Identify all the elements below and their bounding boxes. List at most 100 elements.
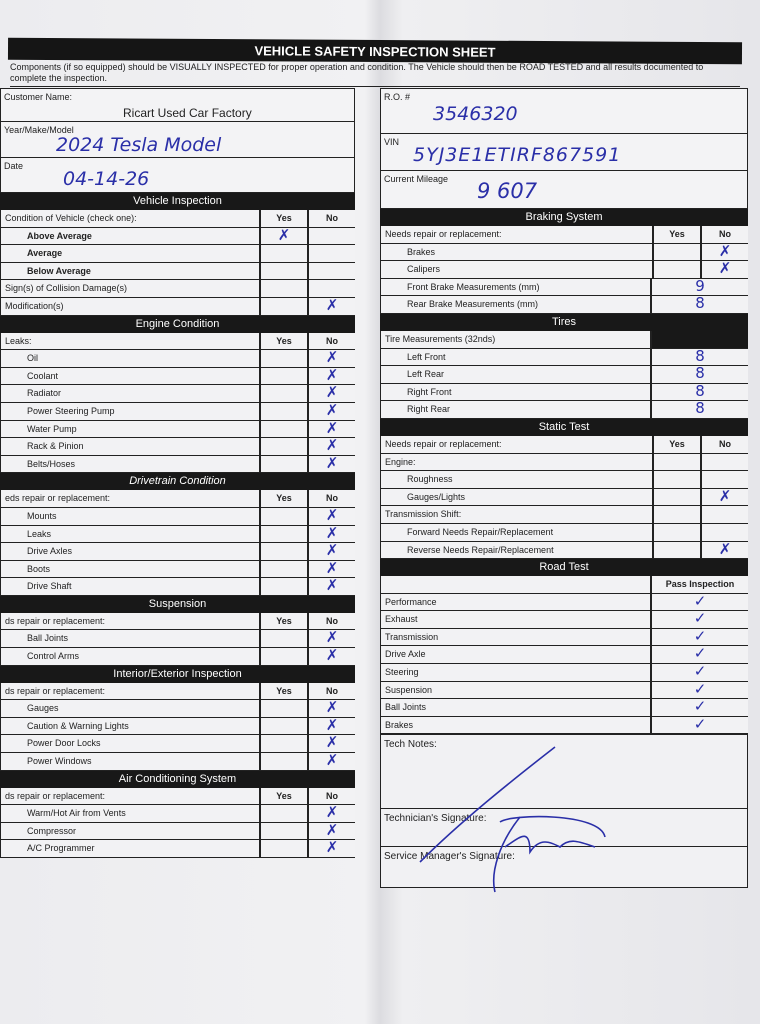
measurement-field[interactable]: 8 — [650, 382, 748, 401]
no-checkbox[interactable] — [700, 471, 748, 488]
yes-checkbox[interactable] — [259, 385, 307, 402]
yes-checkbox[interactable]: ✗ — [259, 226, 307, 245]
no-checkbox[interactable] — [700, 523, 748, 541]
yes-checkbox[interactable] — [259, 525, 307, 543]
no-checkbox[interactable]: ✗ — [307, 506, 355, 525]
no-checkbox[interactable]: ✗ — [307, 559, 355, 578]
no-checkbox[interactable]: ✗ — [700, 540, 748, 559]
measurement-field[interactable]: 8 — [650, 365, 748, 383]
no-checkbox[interactable] — [700, 506, 748, 523]
no-checkbox[interactable]: ✗ — [307, 349, 355, 367]
no-checkbox[interactable]: ✗ — [307, 821, 355, 840]
yes-checkbox[interactable] — [652, 471, 700, 488]
ro-field[interactable]: R.O. # 3546320 — [380, 88, 748, 134]
pass-checkbox[interactable]: ✓ — [650, 680, 748, 699]
yes-checkbox[interactable] — [652, 453, 700, 471]
no-checkbox[interactable]: ✗ — [700, 260, 748, 278]
no-checkbox[interactable]: ✗ — [307, 647, 355, 665]
yes-checkbox[interactable] — [259, 438, 307, 455]
yes-checkbox[interactable] — [259, 280, 307, 297]
measurement-field[interactable]: 8 — [650, 295, 748, 313]
yes-checkbox[interactable] — [259, 350, 307, 367]
no-checkbox[interactable]: ✗ — [307, 384, 355, 402]
date-field[interactable]: Date 04-14-26 — [0, 158, 355, 193]
no-checkbox[interactable] — [307, 245, 355, 262]
column-header-label: Tire Measurements (32nds) — [385, 333, 496, 344]
customer-name-field[interactable]: Customer Name: Ricart Used Car Factory — [0, 88, 355, 122]
yes-checkbox[interactable] — [259, 630, 307, 648]
yes-checkbox[interactable] — [652, 523, 700, 541]
no-checkbox[interactable]: ✗ — [307, 542, 355, 560]
no-checkbox[interactable]: ✗ — [307, 752, 355, 770]
no-checkbox[interactable]: ✗ — [307, 437, 355, 455]
no-checkbox[interactable]: ✗ — [700, 242, 748, 261]
pass-checkbox[interactable]: ✓ — [650, 592, 748, 611]
measurement-field[interactable]: 8 — [650, 400, 748, 418]
yes-checkbox[interactable] — [652, 541, 700, 559]
tech-notes-field[interactable]: Tech Notes: — [380, 734, 748, 810]
yes-checkbox[interactable] — [259, 297, 307, 315]
pass-checkbox[interactable]: ✓ — [650, 715, 748, 734]
pass-checkbox[interactable]: ✓ — [650, 663, 748, 681]
yes-checkbox[interactable] — [259, 840, 307, 857]
technician-signature-image — [419, 746, 606, 893]
yes-checkbox[interactable] — [259, 367, 307, 385]
year-make-model-field[interactable]: Year/Make/Model 2024 Tesla Model — [0, 122, 355, 158]
no-checkbox[interactable]: ✗ — [307, 524, 355, 543]
no-checkbox[interactable]: ✗ — [307, 296, 355, 315]
no-checkbox[interactable] — [307, 280, 355, 297]
yes-checkbox[interactable] — [652, 261, 700, 278]
table-row: Transmission Shift: — [380, 506, 748, 524]
yes-checkbox[interactable] — [259, 700, 307, 717]
measurement-field[interactable]: 9 — [650, 277, 748, 296]
service-manager-signature-field[interactable]: Service Manager's Signature: — [380, 847, 748, 889]
yes-checkbox[interactable] — [259, 507, 307, 525]
section-column-header: Pass Inspection — [380, 576, 748, 594]
no-checkbox[interactable]: ✗ — [307, 804, 355, 822]
no-checkbox[interactable]: ✗ — [307, 419, 355, 438]
yes-checkbox[interactable] — [259, 560, 307, 578]
table-row: Water Pump ✗ — [0, 419, 355, 439]
mileage-field[interactable]: Current Mileage 9 607 — [380, 171, 748, 209]
table-row: Ball Joints ✗ — [0, 629, 355, 649]
pass-checkbox[interactable]: ✓ — [650, 627, 748, 646]
table-row: Calipers ✗ — [380, 260, 748, 279]
yes-checkbox[interactable] — [652, 243, 700, 261]
no-checkbox[interactable] — [307, 227, 355, 245]
date-value: 04-14-26 — [63, 168, 150, 190]
yes-checkbox[interactable] — [259, 735, 307, 753]
no-checkbox[interactable]: ✗ — [307, 699, 355, 717]
yes-checkbox[interactable] — [259, 805, 307, 822]
no-checkbox[interactable]: ✗ — [307, 839, 355, 857]
no-checkbox[interactable]: ✗ — [307, 366, 355, 385]
no-checkbox[interactable] — [700, 453, 748, 471]
yes-checkbox[interactable] — [259, 455, 307, 473]
yes-checkbox[interactable] — [259, 420, 307, 438]
yes-checkbox[interactable] — [259, 402, 307, 420]
yes-checkbox[interactable] — [652, 488, 700, 506]
yes-checkbox[interactable] — [652, 506, 700, 523]
pass-checkbox[interactable]: ✓ — [650, 645, 748, 664]
no-checkbox[interactable] — [307, 262, 355, 280]
no-checkbox[interactable]: ✗ — [307, 629, 355, 648]
row-label: Gauges — [27, 703, 59, 714]
yes-checkbox[interactable] — [259, 262, 307, 280]
no-checkbox[interactable]: ✗ — [307, 577, 355, 595]
pass-checkbox[interactable]: ✓ — [650, 698, 748, 716]
yes-checkbox[interactable] — [259, 822, 307, 840]
no-checkbox[interactable]: ✗ — [307, 401, 355, 420]
measurement-field[interactable]: 8 — [650, 347, 748, 366]
no-checkbox[interactable]: ✗ — [307, 716, 355, 735]
no-checkbox[interactable]: ✗ — [307, 454, 355, 473]
no-checkbox[interactable]: ✗ — [700, 487, 748, 506]
yes-checkbox[interactable] — [259, 245, 307, 262]
no-checkbox[interactable]: ✗ — [307, 734, 355, 753]
table-row: A/C Programmer ✗ — [0, 839, 355, 858]
yes-checkbox[interactable] — [259, 753, 307, 770]
yes-checkbox[interactable] — [259, 578, 307, 595]
yes-checkbox[interactable] — [259, 543, 307, 560]
yes-checkbox[interactable] — [259, 717, 307, 735]
pass-checkbox[interactable]: ✓ — [650, 610, 748, 628]
vin-field[interactable]: VIN 5YJ3E1ETIRF867591 — [380, 134, 748, 171]
yes-checkbox[interactable] — [259, 648, 307, 665]
